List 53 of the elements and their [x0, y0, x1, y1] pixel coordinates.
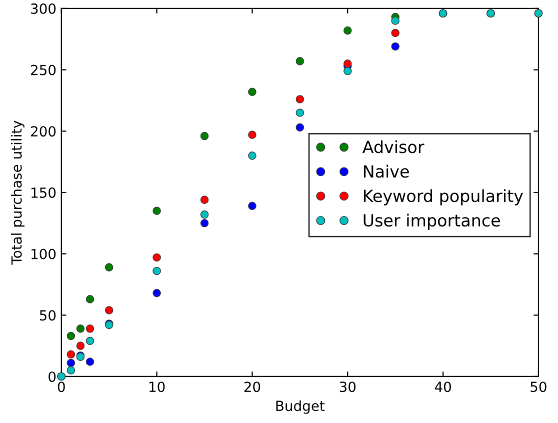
- point: [76, 342, 85, 350]
- point: [296, 123, 304, 132]
- legend-label: Keyword popularity: [364, 189, 523, 206]
- point: [152, 288, 161, 298]
- point: [343, 26, 352, 35]
- point: [104, 263, 114, 272]
- point: [86, 336, 94, 346]
- point: [86, 358, 94, 366]
- point: [391, 16, 400, 25]
- point: [152, 253, 161, 262]
- point: [296, 95, 304, 104]
- y-tick-label: 0: [48, 371, 56, 382]
- point: [152, 266, 161, 276]
- x-tick-label: 30: [340, 382, 356, 392]
- point: [248, 88, 256, 96]
- point: [296, 108, 304, 117]
- point: [86, 295, 94, 304]
- point: [248, 202, 256, 210]
- x-tick-label: 40: [434, 382, 451, 392]
- point: [66, 332, 76, 340]
- point: [200, 132, 209, 140]
- point: [66, 350, 76, 359]
- x-tick-label: 0: [58, 382, 65, 392]
- legend-label: Advisor: [362, 140, 424, 154]
- point: [152, 206, 161, 216]
- y-tick-label: 250: [31, 64, 56, 76]
- point: [343, 60, 352, 68]
- x-axis-title: Budget: [276, 400, 325, 414]
- point: [200, 196, 209, 204]
- y-tick-label: 300: [31, 3, 56, 14]
- point: [200, 218, 209, 228]
- x-tick-label: 10: [149, 382, 165, 392]
- point: [76, 324, 85, 333]
- y-tick-label: 50: [40, 310, 56, 321]
- point: [391, 42, 400, 51]
- point: [200, 210, 209, 219]
- legend-label: Naive: [364, 164, 409, 178]
- point: [86, 324, 94, 333]
- x-tick-label: 50: [530, 382, 546, 392]
- point: [66, 366, 76, 374]
- y-axis-title: Total purchase utility: [11, 120, 24, 265]
- point: [66, 358, 76, 368]
- y-tick-label: 100: [32, 248, 56, 260]
- point: [248, 152, 256, 160]
- legend-label: User importance: [364, 214, 500, 230]
- y-tick-label: 200: [31, 126, 56, 137]
- y-tick-label: 150: [32, 187, 56, 198]
- point: [391, 28, 400, 38]
- point: [104, 306, 114, 314]
- x-tick-label: 20: [244, 382, 260, 392]
- point: [296, 57, 304, 66]
- point: [343, 66, 352, 76]
- point: [248, 130, 256, 139]
